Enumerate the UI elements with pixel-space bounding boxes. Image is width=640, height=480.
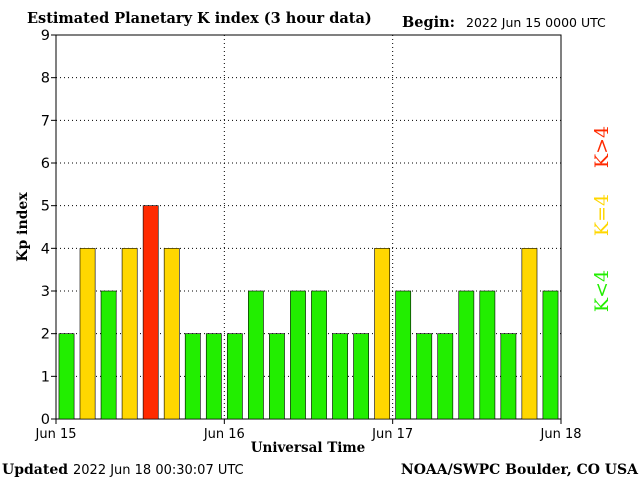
y-tick-label: 1 — [41, 369, 50, 385]
y-tick-label: 9 — [41, 28, 50, 44]
y-tick-label: 3 — [41, 284, 50, 300]
y-tick-label: 6 — [41, 156, 50, 172]
kp-bar — [353, 333, 369, 420]
y-axis-label: Kp index — [15, 192, 31, 262]
y-tick-label: 2 — [41, 327, 50, 343]
kp-bar — [374, 248, 391, 420]
kp-bar — [395, 290, 412, 420]
x-tick-label: Jun 18 — [540, 427, 582, 442]
x-axis-ticks: Jun 15 Jun 16 Jun 17 Jun 18 — [35, 419, 582, 442]
y-tick-label: 5 — [41, 199, 50, 215]
kp-bar — [479, 290, 496, 420]
legend-equal: K=4 — [591, 194, 613, 236]
begin-value: 2022 Jun 15 0000 UTC — [466, 15, 606, 30]
chart-title: Estimated Planetary K index (3 hour data… — [27, 10, 372, 27]
kp-bar — [269, 333, 285, 420]
kp-bar — [290, 290, 306, 420]
kp-bar — [500, 333, 517, 420]
kp-bar — [100, 290, 117, 420]
y-tick-label: 4 — [41, 241, 50, 257]
kp-bar — [79, 248, 96, 420]
kp-bar — [521, 248, 538, 420]
y-axis-ticks: 0 1 2 3 4 5 6 7 8 9 — [41, 28, 56, 428]
data-source: NOAA/SWPC Boulder, CO USA — [401, 462, 639, 478]
legend-high: K>4 — [591, 126, 613, 168]
kp-bar — [437, 333, 454, 420]
kp-bar — [311, 290, 327, 420]
kp-bar — [163, 248, 180, 420]
kp-bar — [416, 333, 433, 420]
kp-bar — [121, 248, 138, 420]
kp-bar — [226, 333, 243, 420]
bar-series — [58, 205, 559, 420]
y-tick-label: 7 — [41, 113, 50, 129]
kp-bar — [142, 205, 159, 420]
kp-bar — [332, 333, 348, 420]
grid-lines — [56, 35, 561, 419]
kp-bar — [248, 290, 264, 420]
kp-bar — [58, 333, 75, 420]
kp-bar — [542, 290, 559, 420]
x-axis-label: Universal Time — [251, 440, 366, 456]
x-tick-label: Jun 17 — [371, 427, 413, 442]
kp-bar — [205, 333, 222, 420]
x-tick-label: Jun 16 — [203, 427, 245, 442]
x-tick-label: Jun 15 — [35, 427, 77, 442]
plot-area — [55, 34, 562, 420]
begin-label: Begin: — [402, 14, 455, 31]
updated-value: 2022 Jun 18 00:30:07 UTC — [73, 463, 244, 478]
kp-bar — [184, 333, 201, 420]
y-tick-label: 8 — [41, 71, 50, 87]
updated-label: Updated — [2, 462, 68, 478]
y-tick-label: 0 — [41, 412, 50, 428]
legend-low: K<4 — [591, 270, 613, 312]
kp-bar — [458, 290, 475, 420]
